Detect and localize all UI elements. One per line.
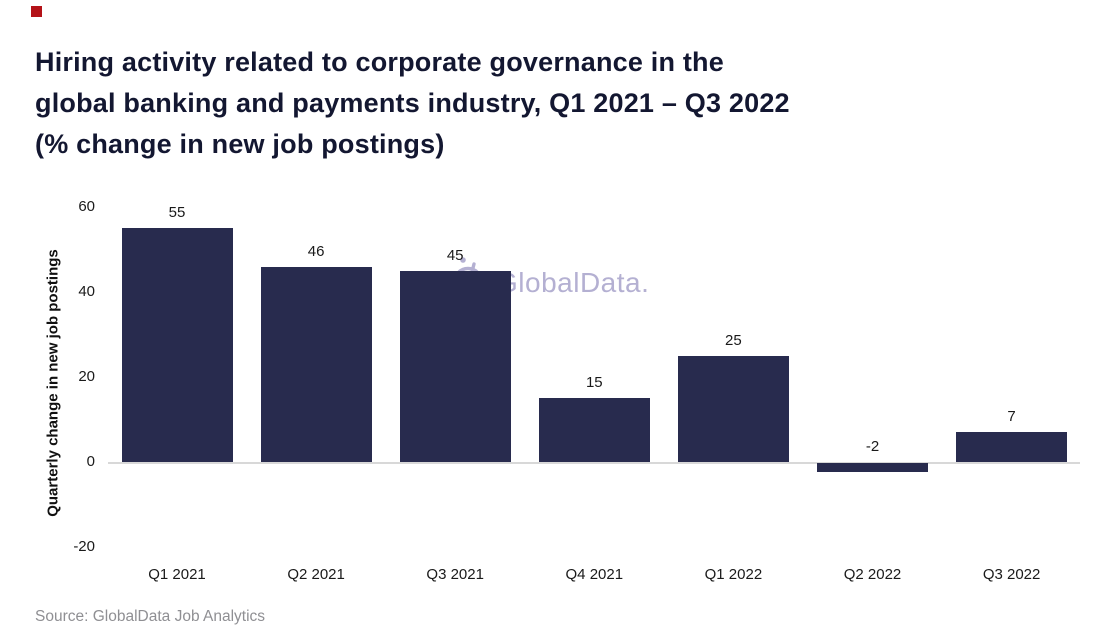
y-axis-tick-label: 20 [78, 368, 95, 385]
x-axis-label: Q2 2022 [843, 566, 902, 583]
chart-title: Hiring activity related to corporate gov… [35, 42, 1035, 165]
y-axis-tick-label: 40 [78, 283, 95, 300]
x-axis-label: Q1 2021 [148, 566, 206, 583]
bar-value-label: 25 [725, 331, 742, 349]
bar-q2-2022 [817, 463, 928, 472]
red-square-marker [31, 6, 42, 17]
zero-baseline [108, 462, 1080, 464]
y-axis-tick-label: -20 [73, 538, 95, 555]
globaldata-watermark-text: GlobalData. [496, 267, 650, 298]
bar-value-label: 7 [1007, 408, 1016, 426]
chart-title-line-3: (% change in new job postings) [35, 129, 445, 159]
bar-q2-2021 [260, 266, 372, 462]
source-attribution: Source: GlobalData Job Analytics [35, 608, 266, 625]
x-axis-label: Q3 2022 [982, 566, 1041, 583]
bar-value-label: 46 [307, 242, 325, 260]
bar-value-label: -2 [865, 438, 880, 455]
x-axis-label: Q1 2022 [704, 566, 763, 583]
x-axis-label: Q3 2021 [426, 566, 484, 583]
bar-value-label: 45 [446, 246, 464, 264]
bar-value-label: 55 [168, 204, 186, 222]
chart-title-line-2: global banking and payments industry, Q1… [35, 88, 790, 118]
chart-title-line-1: Hiring activity related to corporate gov… [35, 47, 724, 77]
globaldata-watermark: GlobalData. [450, 254, 649, 308]
y-axis-tick-label: 60 [78, 198, 95, 215]
bar-q1-2022 [677, 355, 789, 462]
y-axis-tick-label: 0 [86, 453, 95, 470]
x-axis-label: Q4 2021 [565, 566, 624, 583]
bar-value-label: 15 [585, 374, 603, 392]
bar-q4-2021 [538, 398, 650, 462]
bar-q3-2022 [956, 432, 1068, 462]
bar-q3-2021 [399, 270, 511, 462]
x-axis-label: Q2 2021 [287, 566, 345, 583]
bar-q1-2021 [121, 228, 233, 462]
